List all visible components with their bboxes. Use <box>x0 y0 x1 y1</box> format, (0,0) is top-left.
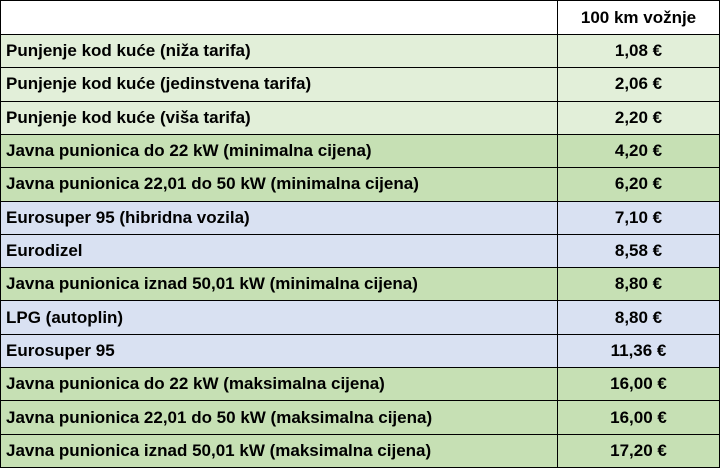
row-label: Javna punionica 22,01 do 50 kW (minimaln… <box>1 168 558 202</box>
row-value: 4,20 € <box>558 134 720 169</box>
row-value: 11,36 € <box>558 334 720 369</box>
row-value: 8,58 € <box>558 234 720 269</box>
row-value: 8,80 € <box>558 301 720 335</box>
row-label: Punjenje kod kuće (jedinstvena tarifa) <box>1 68 558 102</box>
row-label: Eurosuper 95 <box>1 334 558 369</box>
row-label: Javna punionica iznad 50,01 kW (minimaln… <box>1 268 558 302</box>
row-value: 16,00 € <box>558 401 720 435</box>
row-value: 16,00 € <box>558 368 720 402</box>
row-label: Punjenje kod kuće (viša tarifa) <box>1 101 558 135</box>
row-value: 8,80 € <box>558 268 720 302</box>
row-value: 6,20 € <box>558 168 720 202</box>
row-label: LPG (autoplin) <box>1 301 558 335</box>
row-label: Punjenje kod kuće (niža tarifa) <box>1 35 558 69</box>
row-label: Javna punionica do 22 kW (minimalna cije… <box>1 134 558 169</box>
row-value: 17,20 € <box>558 434 720 468</box>
row-label: Eurodizel <box>1 234 558 269</box>
row-label: Eurosuper 95 (hibridna vozila) <box>1 201 558 235</box>
row-value: 7,10 € <box>558 201 720 235</box>
row-label: Javna punionica 22,01 do 50 kW (maksimal… <box>1 401 558 435</box>
row-label: Javna punionica do 22 kW (maksimalna cij… <box>1 368 558 402</box>
row-value: 2,20 € <box>558 101 720 135</box>
row-value: 1,08 € <box>558 35 720 69</box>
row-value: 2,06 € <box>558 68 720 102</box>
row-label: Javna punionica iznad 50,01 kW (maksimal… <box>1 434 558 468</box>
header-corner <box>1 1 558 35</box>
column-header: 100 km vožnje <box>558 1 720 35</box>
